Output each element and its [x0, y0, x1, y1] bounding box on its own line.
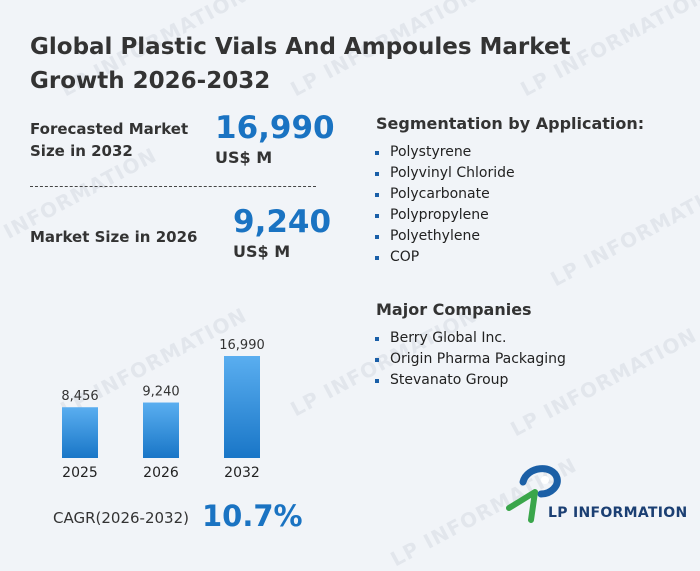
cagr-label: CAGR(2026-2032)	[53, 509, 189, 527]
bar-chart: 8,456 2025 9,240 2026 16,990 2032	[61, 338, 265, 481]
watermark: LP INFORMATION	[546, 172, 700, 292]
forecast-label-line2: Size in 2032	[30, 142, 133, 160]
bar-value-label: 8,456	[61, 389, 98, 404]
x-tick-label: 2025	[62, 465, 98, 481]
companies-list: Berry Global Inc. Origin Pharma Packagin…	[372, 328, 566, 391]
logo-swoosh-blue	[519, 465, 561, 498]
list-item: Stevanato Group	[372, 370, 566, 391]
page-title: Global Plastic Vials And Ampoules Market…	[30, 34, 571, 94]
bar-2032	[224, 356, 260, 458]
list-item: Origin Pharma Packaging	[372, 349, 566, 370]
list-item: Polypropylene	[372, 205, 515, 226]
segmentation-heading: Segmentation by Application:	[376, 114, 645, 133]
companies-heading: Major Companies	[376, 300, 532, 319]
logo-swoosh-green	[506, 489, 538, 523]
forecast-unit: US$ M	[215, 148, 273, 167]
divider	[30, 186, 316, 187]
forecast-label-line1: Forecasted Market	[30, 120, 189, 138]
bar-2026	[143, 402, 179, 458]
x-tick-label: 2032	[224, 465, 260, 481]
x-tick-label: 2026	[143, 465, 179, 481]
bar-2025	[62, 407, 98, 458]
list-item: Polystyrene	[372, 142, 515, 163]
list-item: Polyvinyl Chloride	[372, 163, 515, 184]
list-item: Polyethylene	[372, 226, 515, 247]
lp-information-logo	[506, 465, 561, 523]
list-item: Berry Global Inc.	[372, 328, 566, 349]
bar-value-label: 16,990	[219, 338, 265, 353]
current-label: Market Size in 2026	[30, 228, 198, 246]
current-value: 9,240	[233, 204, 332, 240]
logo-text: LP INFORMATION	[548, 505, 688, 521]
list-item: Polycarbonate	[372, 184, 515, 205]
segmentation-list: Polystyrene Polyvinyl Chloride Polycarbo…	[372, 142, 515, 268]
current-unit: US$ M	[233, 242, 291, 261]
list-item: COP	[372, 247, 515, 268]
forecast-value: 16,990	[215, 110, 335, 146]
bar-value-label: 9,240	[142, 385, 179, 400]
logo-dot	[541, 476, 549, 484]
cagr-value: 10.7%	[202, 499, 303, 533]
forecast-label: Forecasted Market Size in 2032	[30, 118, 188, 162]
